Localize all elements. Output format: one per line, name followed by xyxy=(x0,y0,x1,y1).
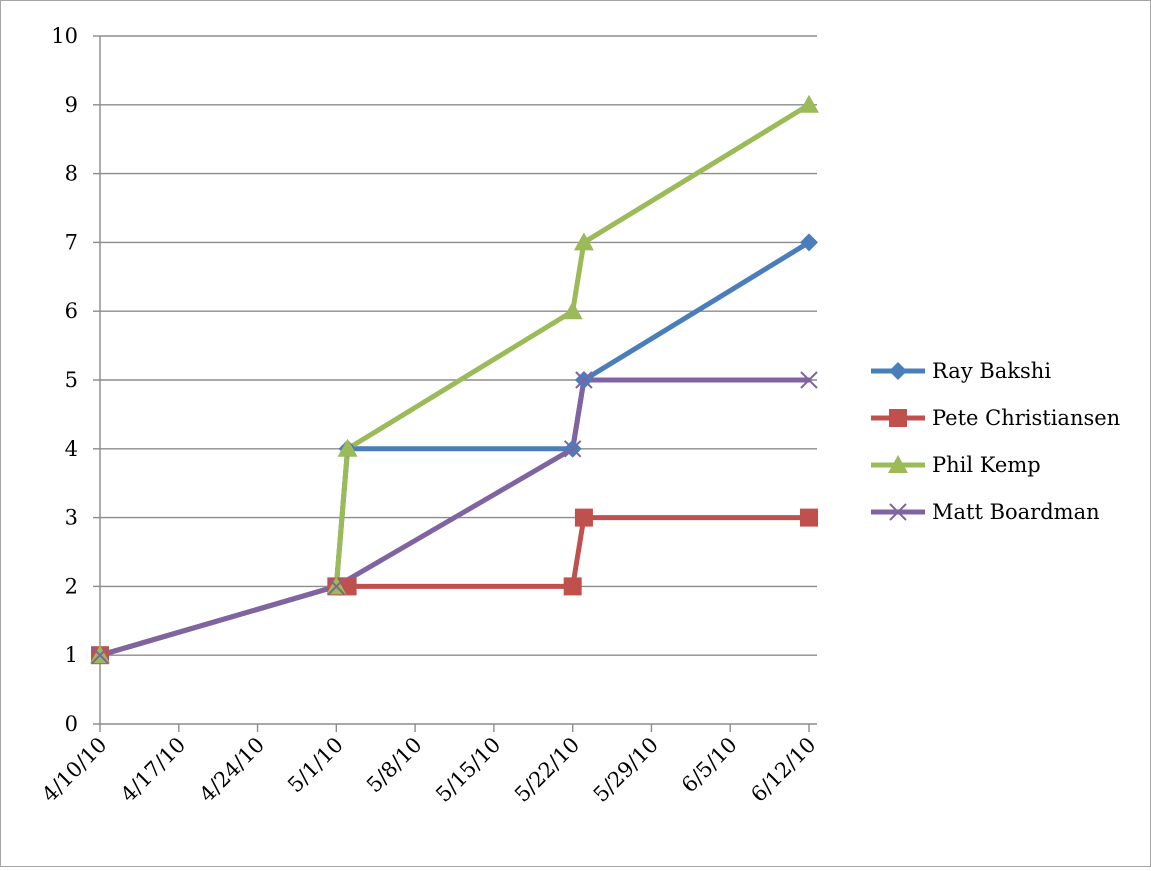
y-tick-label: 4 xyxy=(65,437,78,461)
legend-marker xyxy=(889,409,907,427)
data-point-1-4 xyxy=(574,508,593,527)
data-point-2-5 xyxy=(799,94,819,113)
data-point-3-4 xyxy=(800,371,818,389)
x-tick-label: 5/29/10 xyxy=(589,733,663,807)
x-tick-label: 4/24/10 xyxy=(195,733,269,807)
data-point-1-5 xyxy=(800,508,818,527)
series-markers xyxy=(90,94,819,665)
x-tick-label: 5/15/10 xyxy=(431,733,505,807)
x-tick-label: 5/1/10 xyxy=(283,733,348,798)
data-point-2-3 xyxy=(562,301,583,320)
y-tick-label: 8 xyxy=(65,162,78,186)
data-point-2-2 xyxy=(337,438,358,457)
data-point-3-3 xyxy=(575,371,593,389)
data-point-3-2 xyxy=(563,440,582,458)
legend-marker xyxy=(888,455,908,473)
y-tick-label: 2 xyxy=(65,574,78,598)
x-tick-label: 4/17/10 xyxy=(116,733,190,807)
data-point-2-4 xyxy=(573,232,594,251)
legend-label: Ray Bakshi xyxy=(932,359,1051,383)
y-tick-label: 7 xyxy=(65,230,78,254)
y-tick-label: 1 xyxy=(65,643,78,667)
y-tick-label: 10 xyxy=(51,24,78,48)
data-point-0-5 xyxy=(800,233,818,252)
y-tick-label: 0 xyxy=(65,712,78,736)
legend-label: Matt Boardman xyxy=(932,500,1100,524)
y-tick-label: 5 xyxy=(65,368,78,392)
x-tick-label: 6/5/10 xyxy=(677,733,742,798)
y-tick-label: 6 xyxy=(65,299,78,323)
x-tick-label: 6/12/10 xyxy=(746,733,820,807)
x-tick-label: 5/22/10 xyxy=(510,733,584,807)
data-point-3-0 xyxy=(91,646,109,664)
x-tick-label: 4/10/10 xyxy=(37,733,111,807)
data-point-1-3 xyxy=(563,577,582,596)
legend-marker xyxy=(889,503,907,521)
y-tick-label: 3 xyxy=(65,506,78,530)
x-tick-label: 5/8/10 xyxy=(362,733,427,798)
legend-marker xyxy=(889,362,907,380)
gridlines xyxy=(100,35,817,656)
y-tick-label: 9 xyxy=(65,93,78,117)
legend-label: Phil Kemp xyxy=(932,453,1041,477)
data-point-3-1 xyxy=(327,577,346,596)
legend: Ray Bakshi Pete Christiansen Phil Kemp Matt… xyxy=(871,359,1120,524)
legend-label: Pete Christiansen xyxy=(932,406,1120,430)
